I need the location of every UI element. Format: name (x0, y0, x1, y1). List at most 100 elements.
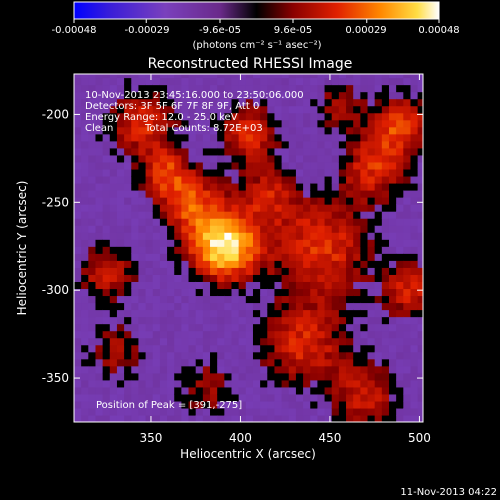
heatmap-cell (138, 344, 147, 353)
heatmap-cell (188, 309, 197, 318)
heatmap-cell (202, 133, 211, 142)
heatmap-cell (188, 84, 197, 93)
heatmap-cell (195, 154, 204, 163)
heatmap-cell (317, 140, 326, 149)
heatmap-cell (81, 344, 89, 353)
heatmap-cell (95, 232, 104, 240)
heatmap-cell (159, 316, 168, 325)
heatmap-cell (317, 74, 326, 79)
heatmap-cell (131, 295, 140, 304)
heatmap-cell (102, 112, 111, 121)
heatmap-cell (81, 133, 89, 142)
heatmap-cell (124, 253, 132, 261)
heatmap-cell (260, 414, 268, 422)
heatmap-cell (331, 358, 340, 367)
heatmap-cell (360, 316, 369, 325)
heatmap-cell (396, 225, 404, 233)
heatmap-cell (303, 154, 311, 163)
heatmap-cell (202, 77, 211, 86)
heatmap-cell (288, 414, 297, 422)
heatmap-cell (274, 140, 283, 149)
heatmap-cell (217, 372, 225, 381)
heatmap-cell (245, 190, 254, 198)
heatmap-cell (95, 330, 104, 339)
heatmap-cell (245, 414, 254, 422)
heatmap-cell (245, 161, 254, 170)
heatmap-cell (367, 246, 376, 254)
heatmap-cell (324, 204, 333, 212)
heatmap-cell (317, 414, 326, 422)
heatmap-cell (102, 400, 111, 409)
heatmap-cell (167, 281, 175, 290)
heatmap-cell (381, 309, 390, 318)
heatmap-cell (260, 175, 268, 184)
heatmap-cell (245, 246, 254, 254)
heatmap-cell (138, 161, 147, 170)
heatmap-cell (295, 337, 304, 346)
heatmap-cell (346, 323, 354, 332)
heatmap-cell (202, 365, 211, 374)
heatmap-cell (109, 386, 118, 395)
heatmap-cell (202, 309, 211, 318)
heatmap-cell (295, 119, 304, 128)
heatmap-cell (381, 218, 390, 226)
heatmap-cell (224, 168, 233, 177)
heatmap-cell (310, 386, 319, 395)
heatmap-cell (109, 407, 118, 416)
heatmap-cell (167, 204, 175, 212)
heatmap-cell (174, 74, 182, 79)
heatmap-cell (338, 246, 347, 254)
heatmap-cell (346, 400, 354, 409)
heatmap-cell (116, 267, 125, 275)
heatmap-cell (303, 84, 311, 93)
heatmap-cell (81, 161, 89, 170)
heatmap-cell (95, 133, 104, 142)
heatmap-cell (260, 74, 268, 79)
heatmap-cell (274, 84, 283, 93)
heatmap-cell (167, 414, 175, 422)
heatmap-cell (346, 161, 354, 170)
heatmap-cell (224, 161, 233, 170)
heatmap-cell (346, 147, 354, 156)
heatmap-cell (124, 323, 132, 332)
heatmap-cell (252, 260, 261, 268)
heatmap-cell (317, 309, 326, 318)
heatmap-cell (231, 98, 240, 107)
heatmap-cell (145, 154, 154, 163)
heatmap-cell (260, 168, 268, 177)
heatmap-cell (396, 98, 404, 107)
heatmap-cell (360, 309, 369, 318)
heatmap-cell (324, 288, 333, 297)
heatmap-cell (245, 316, 254, 325)
heatmap-cell (317, 372, 326, 381)
heatmap-cell (109, 323, 118, 332)
heatmap-cell (145, 344, 154, 353)
heatmap-cell (210, 77, 218, 86)
heatmap-cell (303, 274, 311, 282)
heatmap-cell (231, 281, 240, 290)
heatmap-cell (288, 161, 297, 170)
heatmap-cell (167, 295, 175, 304)
heatmap-cell (195, 197, 204, 205)
heatmap-cell (124, 168, 132, 177)
heatmap-cell (260, 386, 268, 395)
heatmap-cell (95, 358, 104, 367)
heatmap-cell (245, 197, 254, 205)
heatmap-cell (346, 281, 354, 290)
heatmap-cell (138, 414, 147, 422)
heatmap-cell (303, 204, 311, 212)
heatmap-cell (224, 204, 233, 212)
heatmap-cell (267, 112, 276, 121)
heatmap-cell (381, 274, 390, 282)
heatmap-cell (88, 295, 97, 304)
heatmap-cell (74, 400, 82, 409)
heatmap-cell (217, 105, 225, 114)
heatmap-cell (331, 133, 340, 142)
heatmap-cell (245, 344, 254, 353)
heatmap-cell (217, 330, 225, 339)
heatmap-cell (360, 323, 369, 332)
heatmap-cell (152, 407, 161, 416)
heatmap-cell (138, 175, 147, 184)
heatmap-cell (245, 105, 254, 114)
heatmap-cell (252, 288, 261, 297)
